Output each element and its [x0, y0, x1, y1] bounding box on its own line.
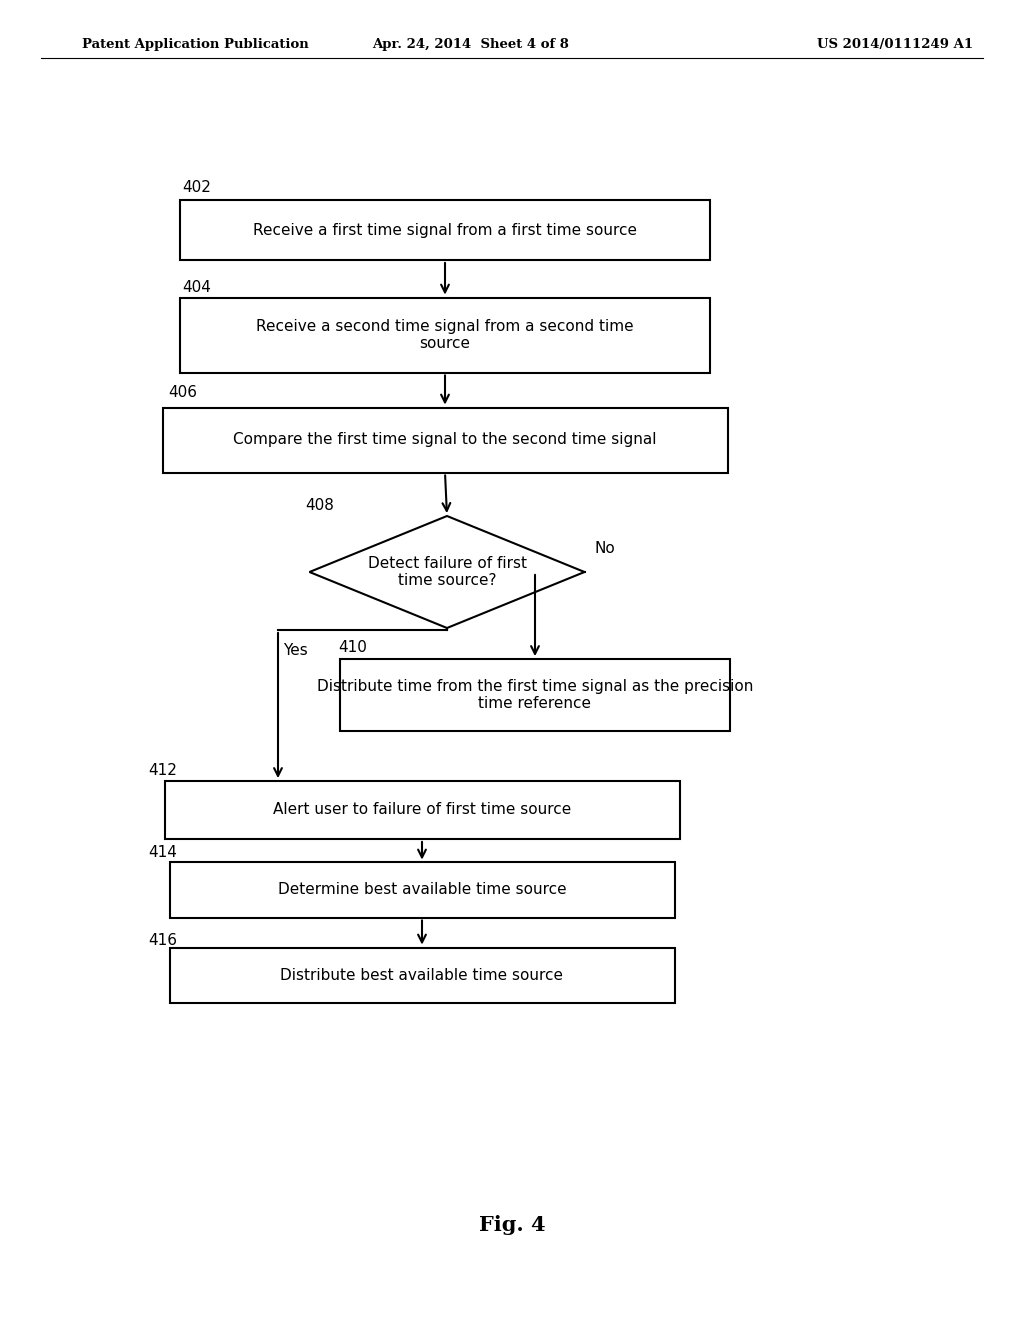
FancyBboxPatch shape: [180, 297, 710, 372]
FancyBboxPatch shape: [163, 408, 727, 473]
FancyBboxPatch shape: [180, 201, 710, 260]
Text: Distribute time from the first time signal as the precision
time reference: Distribute time from the first time sign…: [316, 678, 754, 711]
Text: Patent Application Publication: Patent Application Publication: [82, 38, 308, 50]
Text: Detect failure of first
time source?: Detect failure of first time source?: [368, 556, 526, 589]
Text: 414: 414: [148, 845, 177, 861]
Text: 408: 408: [305, 498, 334, 513]
FancyBboxPatch shape: [170, 862, 675, 917]
Text: 406: 406: [168, 385, 197, 400]
Text: Compare the first time signal to the second time signal: Compare the first time signal to the sec…: [233, 433, 656, 447]
Text: Yes: Yes: [283, 643, 308, 659]
Text: Determine best available time source: Determine best available time source: [278, 883, 566, 898]
Text: Fig. 4: Fig. 4: [478, 1214, 546, 1236]
Text: 404: 404: [182, 280, 211, 294]
Text: 402: 402: [182, 180, 211, 195]
Text: Alert user to failure of first time source: Alert user to failure of first time sour…: [272, 803, 571, 817]
Text: Apr. 24, 2014  Sheet 4 of 8: Apr. 24, 2014 Sheet 4 of 8: [373, 38, 569, 50]
Polygon shape: [309, 516, 585, 628]
Text: Receive a second time signal from a second time
source: Receive a second time signal from a seco…: [256, 319, 634, 351]
Text: 416: 416: [148, 933, 177, 948]
Text: 412: 412: [148, 763, 177, 777]
Text: Receive a first time signal from a first time source: Receive a first time signal from a first…: [253, 223, 637, 238]
FancyBboxPatch shape: [340, 659, 730, 731]
Text: US 2014/0111249 A1: US 2014/0111249 A1: [817, 38, 973, 50]
FancyBboxPatch shape: [170, 948, 675, 1002]
Text: No: No: [595, 541, 615, 556]
FancyBboxPatch shape: [165, 781, 680, 840]
Text: Distribute best available time source: Distribute best available time source: [281, 968, 563, 982]
Text: 410: 410: [338, 640, 367, 655]
